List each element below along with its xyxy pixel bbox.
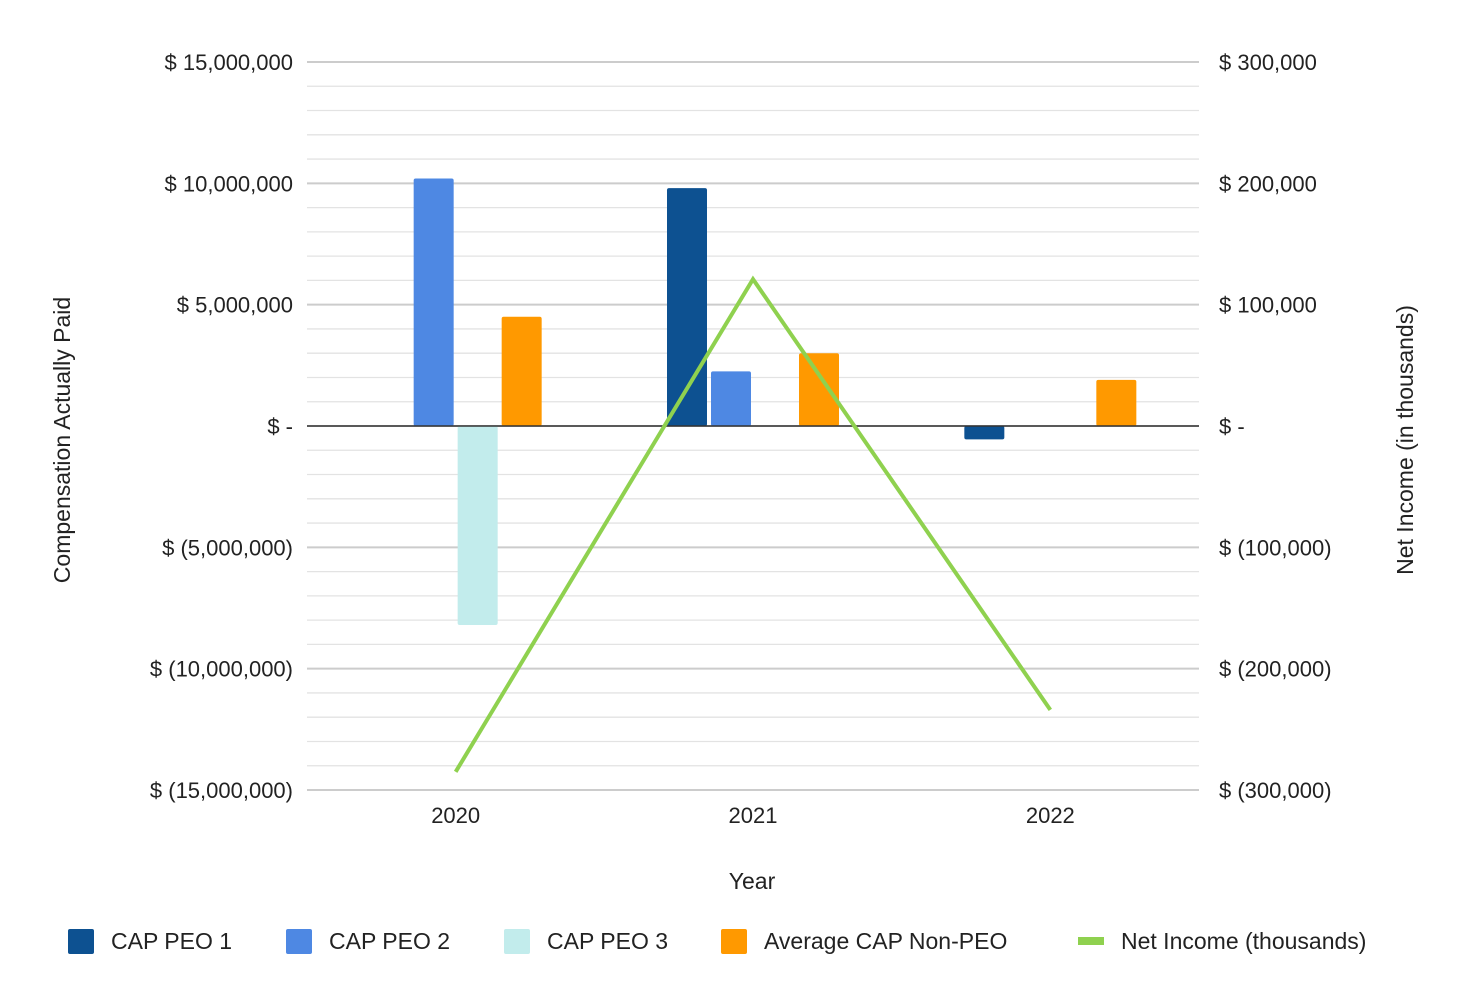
right-axis-ticks: $ 300,000 $ 200,000 $ 100,000 $ - $ (100,000…	[1219, 50, 1332, 803]
x-axis-ticks: 2020 2021 2022	[431, 803, 1075, 828]
bar-cap-peo-1-2022	[964, 426, 1005, 440]
net-income-line	[453, 275, 1052, 773]
legend-swatch	[721, 929, 747, 954]
legend-label: CAP PEO 2	[329, 928, 450, 954]
x-tick-label: 2020	[431, 803, 480, 828]
legend-item-cap-peo-2: CAP PEO 2	[286, 928, 450, 954]
left-axis-ticks: $ 15,000,000 $ 10,000,000 $ 5,000,000 $ - $ …	[150, 50, 293, 803]
bar-average-cap-non-peo-2021	[799, 353, 839, 426]
legend-swatch-line	[1078, 937, 1104, 945]
y2-tick-label: $ 100,000	[1219, 293, 1317, 318]
bar-cap-peo-2-2021	[711, 371, 751, 426]
y2-tick-label: $ (200,000)	[1219, 657, 1332, 682]
y2-tick-label: $ (100,000)	[1219, 535, 1332, 560]
legend-swatch	[68, 929, 94, 954]
y-tick-label: $ 10,000,000	[165, 171, 293, 196]
legend: CAP PEO 1 CAP PEO 2 CAP PEO 3 Average CAP N…	[68, 928, 1366, 954]
y2-tick-label: $ (300,000)	[1219, 778, 1332, 803]
legend-swatch	[286, 929, 312, 954]
legend-item-average-cap-non-peo: Average CAP Non-PEO	[721, 928, 1007, 954]
y-tick-label: $ (10,000,000)	[150, 657, 293, 682]
x-tick-label: 2021	[729, 803, 778, 828]
y-tick-label: $ -	[267, 414, 293, 439]
x-tick-label: 2022	[1026, 803, 1075, 828]
bar-average-cap-non-peo-2020	[501, 316, 542, 426]
y-axis-title: Compensation Actually Paid	[49, 297, 75, 583]
x-axis-title: Year	[729, 868, 776, 894]
gridlines	[307, 61, 1199, 791]
legend-label: CAP PEO 1	[111, 928, 232, 954]
y2-axis-title: Net Income (in thousands)	[1392, 305, 1418, 575]
y-tick-label: $ 15,000,000	[165, 50, 293, 75]
legend-item-net-income-thousands: Net Income (thousands)	[1078, 928, 1366, 954]
y2-tick-label: $ 200,000	[1219, 171, 1317, 196]
y-tick-label: $ (5,000,000)	[162, 535, 293, 560]
legend-label: CAP PEO 3	[547, 928, 668, 954]
legend-label: Net Income (thousands)	[1121, 928, 1366, 954]
y2-tick-label: $ 300,000	[1219, 50, 1317, 75]
bars	[413, 178, 1137, 625]
bar-cap-peo-1-2021	[667, 188, 707, 426]
legend-item-cap-peo-1: CAP PEO 1	[68, 928, 232, 954]
legend-swatch	[504, 929, 530, 954]
y-tick-label: $ 5,000,000	[177, 293, 293, 318]
legend-label: Average CAP Non-PEO	[764, 928, 1007, 954]
bar-cap-peo-3-2020	[457, 426, 498, 625]
legend-item-cap-peo-3: CAP PEO 3	[504, 928, 668, 954]
bar-cap-peo-2-2020	[413, 178, 454, 426]
y2-tick-label: $ -	[1219, 414, 1245, 439]
y-tick-label: $ (15,000,000)	[150, 778, 293, 803]
bar-average-cap-non-peo-2022	[1096, 379, 1137, 426]
